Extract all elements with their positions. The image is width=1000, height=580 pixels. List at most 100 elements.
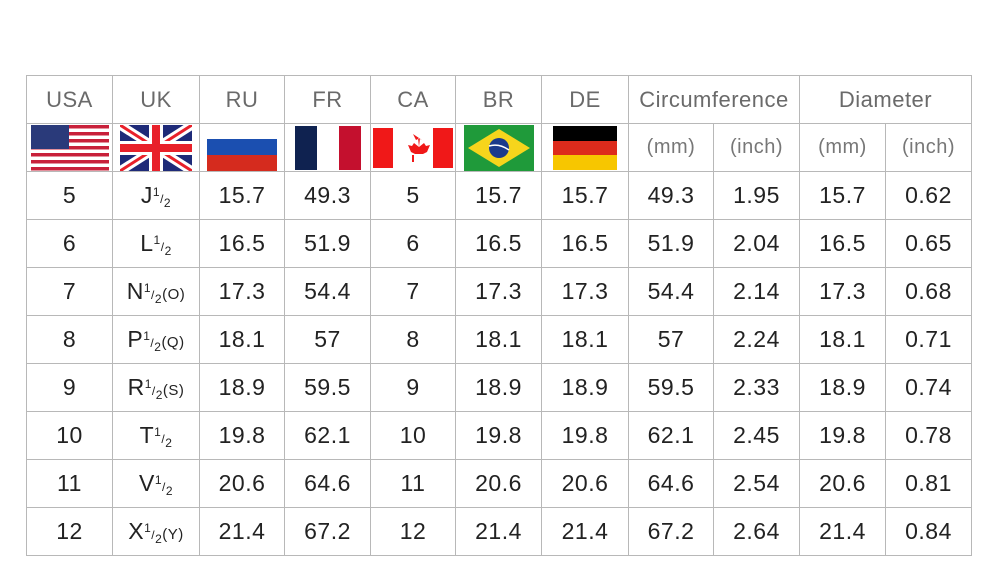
fraction-numerator: 1 [154,472,162,487]
cell-fr: 67.2 [284,507,371,556]
header-circumference: Circumference [628,75,800,124]
cell-fr: 54.4 [284,267,371,316]
cell-ca: 9 [370,363,456,412]
cell-circ-inch: 2.64 [713,507,800,556]
fraction-denominator: 2 [154,339,162,354]
cell-circ-mm: 51.9 [628,219,714,268]
cell-dia-inch: 0.65 [885,219,972,268]
header-usa: USA [26,75,113,124]
cell-uk: T1/2 [112,411,200,460]
cell-usa: 8 [26,315,113,364]
cell-fr: 62.1 [284,411,371,460]
cell-circ-inch: 2.04 [713,219,800,268]
fraction-denominator: 2 [155,531,163,546]
cell-dia-inch: 0.71 [885,315,972,364]
ring-size-table: USA UK RU FR CA BR DE Circumference Diam… [26,75,972,556]
table-row: 7 N1/2(O) 17.3 54.4 7 17.3 17.3 54.4 2.14 17.3 0.6… [26,267,972,316]
uk-size-letter: P [127,325,144,352]
cell-ru: 18.9 [199,363,285,412]
cell-uk: N1/2(O) [112,267,200,316]
table-row: 8 P1/2(Q) 18.1 57 8 18.1 18.1 57 2.24 18.1 0.71 [26,315,972,364]
table-row: 9 R1/2(S) 18.9 59.5 9 18.9 18.9 59.5 2.33 18.9 0.7… [26,363,972,412]
cell-dia-inch: 0.81 [885,459,972,508]
half-fraction: 1/2 [143,328,162,354]
cell-uk: V1/2 [112,459,200,508]
uk-size-letter: J [140,181,153,208]
fraction-denominator: 2 [154,291,163,306]
cell-br: 17.3 [455,267,542,316]
table-row: 6 L1/2 16.5 51.9 6 16.5 16.5 51.9 2.04 16.5 0.65 [26,219,972,268]
header-br: BR [455,75,542,124]
header-de: DE [541,75,629,124]
cell-ru: 16.5 [199,219,285,268]
half-fraction: 1/2 [154,472,174,498]
header-ca: CA [370,75,456,124]
cell-ca: 12 [370,507,456,556]
cell-fr: 59.5 [284,363,371,412]
fraction-numerator: 1 [153,232,161,247]
cell-br: 21.4 [455,507,542,556]
brazil-flag-icon [463,124,534,171]
cell-ca: 5 [370,171,456,220]
table-row: 10 T1/2 19.8 62.1 10 19.8 19.8 62.1 2.45 19.8 0.78 [26,411,972,460]
cell-ru: 15.7 [199,171,285,220]
cell-circ-mm: 54.4 [628,267,714,316]
flag-row: (mm) (inch) (mm) (inch) [26,123,972,172]
fraction-denominator: 2 [155,387,163,402]
uk-alt-size: (Q) [161,333,185,351]
cell-dia-mm: 16.5 [799,219,886,268]
header-fr: FR [284,75,371,124]
cell-dia-mm: 17.3 [799,267,886,316]
table-row: 11 V1/2 20.6 64.6 11 20.6 20.6 64.6 2.54 20.6 0.81 [26,459,972,508]
fraction-numerator: 1 [144,520,152,535]
fraction-numerator: 1 [143,280,152,295]
germany-flag-icon [553,125,617,170]
cell-usa: 9 [26,363,113,412]
cell-circ-mm: 62.1 [628,411,714,460]
cell-de: 18.9 [541,363,629,412]
header-diameter: Diameter [799,75,972,124]
fraction-denominator: 2 [165,483,174,498]
russia-flag-icon [207,138,277,171]
uk-size-letter: X [128,517,145,544]
cell-br: 19.8 [455,411,542,460]
cell-circ-mm: 67.2 [628,507,714,556]
half-fraction: 1/2 [152,184,172,210]
cell-circ-mm: 49.3 [628,171,714,220]
uk-alt-size: (O) [162,285,186,303]
cell-ca: 6 [370,219,456,268]
cell-ru: 21.4 [199,507,285,556]
cell-circ-mm: 57 [628,315,714,364]
cell-dia-mm: 21.4 [799,507,886,556]
uk-flag-icon [120,124,192,171]
half-fraction: 1/2 [143,280,163,306]
cell-ca: 10 [370,411,456,460]
unit-diameter-inch: (inch) [885,123,972,172]
cell-uk: R1/2(S) [112,363,200,412]
cell-br: 18.1 [455,315,542,364]
cell-usa: 5 [26,171,113,220]
cell-dia-inch: 0.78 [885,411,972,460]
cell-ca: 8 [370,315,456,364]
half-fraction: 1/2 [144,520,163,546]
cell-circ-inch: 2.45 [713,411,800,460]
cell-fr: 57 [284,315,371,364]
cell-usa: 6 [26,219,113,268]
cell-de: 20.6 [541,459,629,508]
cell-uk: J1/2 [112,171,200,220]
cell-uk: P1/2(Q) [112,315,200,364]
cell-de: 19.8 [541,411,629,460]
cell-circ-mm: 59.5 [628,363,714,412]
header-uk: UK [112,75,200,124]
uk-size-letter: L [140,229,154,256]
cell-usa: 7 [26,267,113,316]
cell-fr: 51.9 [284,219,371,268]
cell-dia-inch: 0.74 [885,363,972,412]
cell-br: 18.9 [455,363,542,412]
fraction-denominator: 2 [164,243,172,258]
cell-fr: 49.3 [284,171,371,220]
cell-dia-inch: 0.68 [885,267,972,316]
cell-circ-mm: 64.6 [628,459,714,508]
france-flag-icon [294,125,361,170]
cell-br: 15.7 [455,171,542,220]
